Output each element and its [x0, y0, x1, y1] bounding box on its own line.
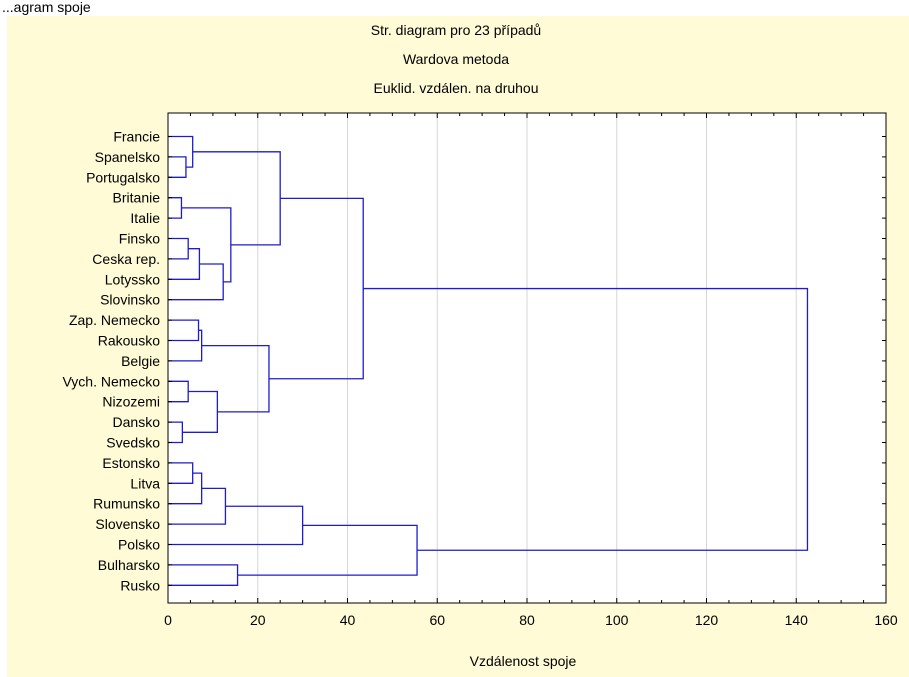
leaf-label: Rakousko: [98, 333, 160, 349]
x-axis-label: Vzdálenost spoje: [470, 653, 577, 669]
leaf-label: Slovensko: [95, 516, 160, 532]
leaf-label: Slovinsko: [100, 292, 160, 308]
leaf-label: Litva: [130, 475, 160, 491]
dendrogram-link-m15: [268, 197, 364, 380]
leaf-label: Spanelsko: [95, 149, 161, 165]
dendrogram-link-m21: [237, 524, 418, 576]
dendrogram-link-m16: [168, 462, 194, 484]
leaf-label: Belgie: [121, 353, 160, 369]
leaf-label: Polsko: [118, 537, 160, 553]
x-tick-label: 160: [874, 612, 898, 628]
leaf-label: Vych. Nemecko: [62, 373, 160, 389]
chart-title-line-3: Euklid. vzdálen. na druhou: [374, 80, 539, 96]
leaf-label: Rumunsko: [93, 496, 160, 512]
leaf-label: Svedsko: [106, 435, 160, 451]
leaf-label: Bulharsko: [98, 557, 160, 573]
leaf-label: Dansko: [113, 414, 161, 430]
x-tick-label: 120: [695, 612, 719, 628]
leaf-label: Zap. Nemecko: [69, 312, 160, 328]
leaf-label: Rusko: [120, 577, 160, 593]
dendrogram-link-m22: [363, 287, 809, 551]
axis-ticks: [167, 113, 887, 603]
chart-title-line-2: Wardova metoda: [403, 51, 509, 67]
leaf-label: Finsko: [119, 231, 160, 247]
leaf-label: Estonsko: [102, 455, 160, 471]
x-tick-label: 100: [605, 612, 629, 628]
x-tick-label: 140: [785, 612, 809, 628]
x-tick-label: 20: [250, 612, 266, 628]
leaf-label: Britanie: [113, 190, 161, 206]
dendrogram-links: [168, 135, 809, 586]
leaf-label: Francie: [113, 129, 160, 145]
dendrogram-link-m10: [168, 329, 203, 362]
dendrogram-link-m2: [168, 135, 194, 168]
header-fragment: ...agram spoje: [2, 0, 91, 15]
x-tick-label: 80: [519, 612, 535, 628]
dendrogram-link-m6: [168, 263, 224, 301]
x-tick-label: 0: [164, 612, 172, 628]
chart-title-line-1: Str. diagram pro 23 případů: [371, 22, 541, 38]
leaf-label: Ceska rep.: [92, 251, 160, 267]
x-tick-labels: 0 20 40 60 80 100 120 140 160: [164, 612, 898, 628]
leaf-label: Portugalsko: [86, 169, 160, 185]
dendrogram-link-m20: [168, 564, 239, 586]
grid-lines: [257, 113, 797, 603]
leaf-label: Nizozemi: [102, 394, 160, 410]
leaf-label: Lotyssko: [105, 271, 160, 287]
dendrogram-link-m17: [168, 472, 203, 505]
leaf-label: Italie: [130, 210, 160, 226]
dendrogram-link-m3: [168, 197, 183, 219]
leaf-labels: Francie Spanelsko Portugalsko Britanie Itali…: [62, 129, 160, 594]
x-tick-label: 60: [429, 612, 445, 628]
x-tick-label: 40: [340, 612, 356, 628]
